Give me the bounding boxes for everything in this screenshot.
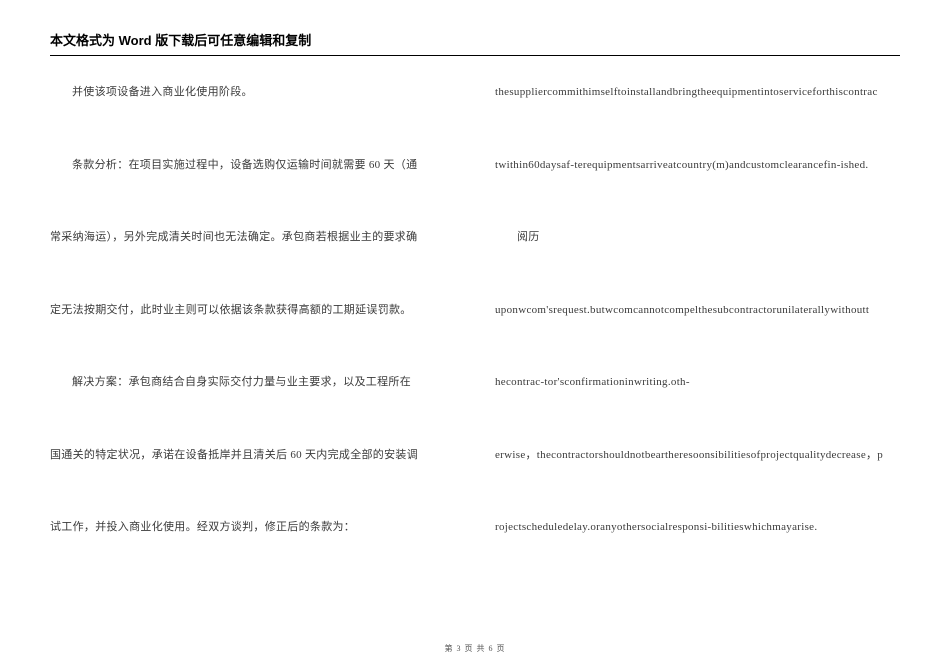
left-column: 并使该项设备进入商业化使用阶段。 条款分析：在项目实施过程中，设备选购仅运输时间… [50,84,455,592]
right-column: thesuppliercommithimselftoinstallandbrin… [495,84,900,592]
body-line: 条款分析：在项目实施过程中，设备选购仅运输时间就需要 60 天（通 [50,157,455,174]
body-line: 阅历 [495,229,900,246]
body-line: 定无法按期交付，此时业主则可以依据该条款获得高额的工期延误罚款。 [50,302,455,319]
two-column-content: 并使该项设备进入商业化使用阶段。 条款分析：在项目实施过程中，设备选购仅运输时间… [50,84,900,592]
page-footer: 第 3 页 共 6 页 [0,643,950,654]
body-line: erwise，thecontractorshouldnotbearthereso… [495,447,900,464]
body-line: hecontrac-tor'sconfirmationinwriting.oth… [495,374,900,391]
body-line: rojectscheduledelay.oranyothersocialresp… [495,519,900,536]
page-header-title: 本文格式为 Word 版下载后可任意编辑和复制 [50,30,900,56]
body-line: 并使该项设备进入商业化使用阶段。 [50,84,455,101]
body-line: 常采纳海运），另外完成清关时间也无法确定。承包商若根据业主的要求确 [50,229,455,246]
body-line: twithin60daysaf-terequipmentsarriveatcou… [495,157,900,174]
body-line: 试工作，并投入商业化使用。经双方谈判，修正后的条款为： [50,519,455,536]
body-line: uponwcom'srequest.butwcomcannotcompelthe… [495,302,900,319]
document-page: 本文格式为 Word 版下载后可任意编辑和复制 并使该项设备进入商业化使用阶段。… [0,0,950,592]
body-line: 解决方案：承包商结合自身实际交付力量与业主要求，以及工程所在 [50,374,455,391]
body-line: thesuppliercommithimselftoinstallandbrin… [495,84,900,101]
body-line: 国通关的特定状况，承诺在设备抵岸并且清关后 60 天内完成全部的安装调 [50,447,455,464]
